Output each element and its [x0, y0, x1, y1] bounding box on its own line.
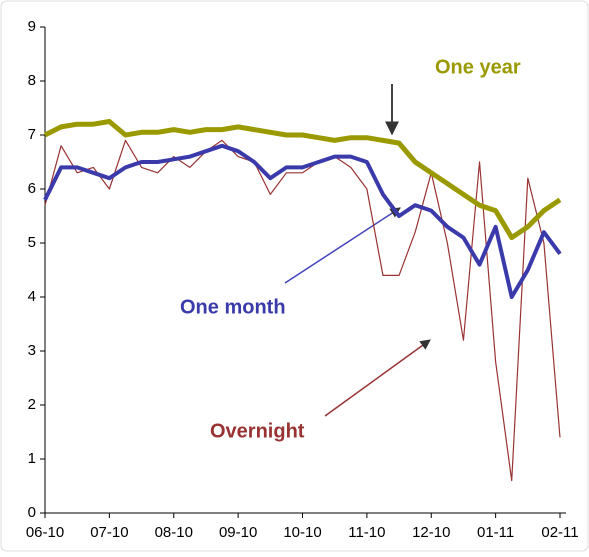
y-tick-label: 4: [28, 288, 36, 305]
arrow: [284, 207, 401, 284]
y-tick-label: 6: [28, 180, 36, 197]
y-tick-label: 1: [28, 450, 36, 467]
legend-label: One month: [180, 296, 286, 318]
y-tick-label: 2: [28, 396, 36, 413]
x-tick-label: 11-10: [348, 524, 385, 541]
series-line: [43, 119, 562, 241]
x-tick-label: 06-10: [26, 524, 64, 541]
x-tick-label: 10-10: [283, 524, 321, 541]
legend-label: Overnight: [210, 420, 305, 442]
x-tick-label: 12-10: [412, 524, 450, 541]
y-tick-label: 3: [28, 342, 36, 359]
y-tick-label: 7: [28, 126, 36, 143]
x-tick-label: 09-10: [219, 524, 257, 541]
y-tick-label: 8: [28, 72, 36, 89]
arrow: [324, 339, 431, 417]
legend-label: One year: [435, 56, 521, 78]
series-line: [44, 139, 561, 482]
y-tick-label: 0: [28, 504, 36, 521]
y-tick-label: 5: [28, 234, 36, 251]
series-line: [43, 143, 562, 299]
x-tick-label: 01-11: [477, 524, 514, 541]
x-tick-label: 07-10: [90, 524, 128, 541]
y-tick-label: 9: [28, 18, 36, 35]
x-tick-label: 08-10: [155, 524, 193, 541]
x-tick-label: 02-11: [541, 524, 578, 541]
